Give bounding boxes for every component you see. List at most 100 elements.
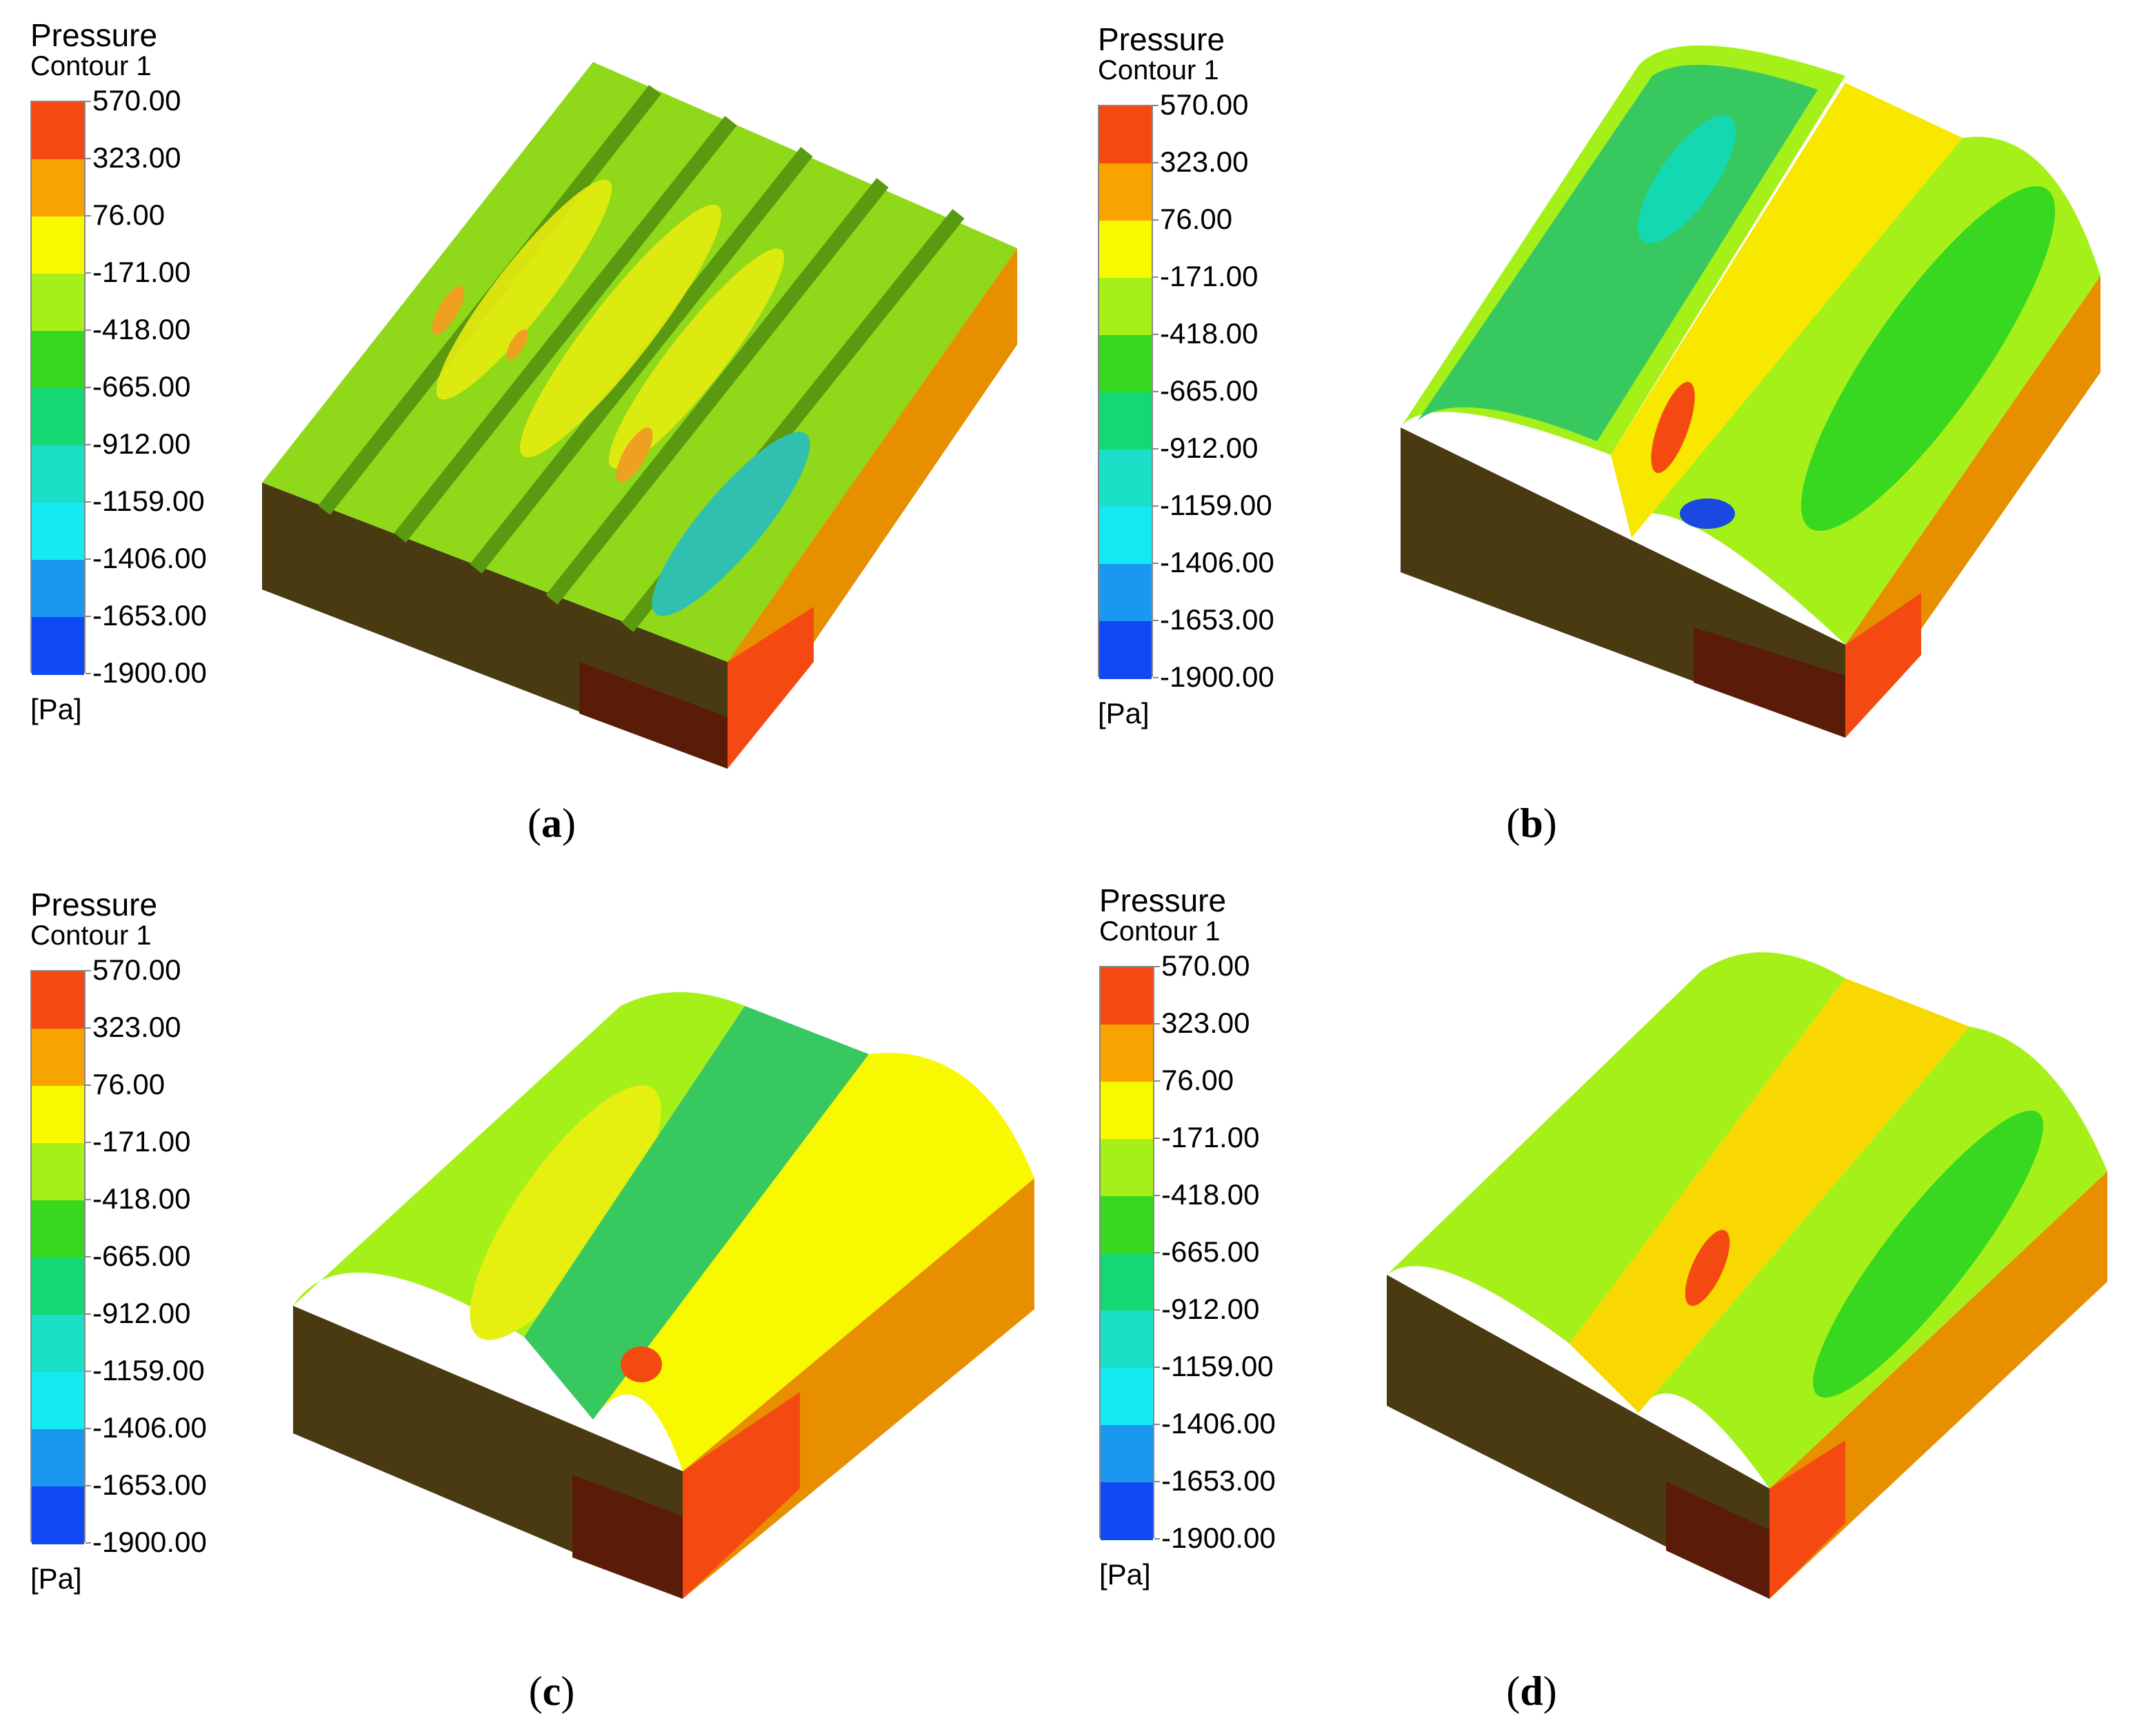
- legend-color-segment: [32, 1429, 84, 1487]
- model-d-front-dark: [1666, 1482, 1769, 1599]
- legend-tick-label: -1653.00: [92, 599, 207, 632]
- legend-tick-mark: [1153, 219, 1159, 221]
- legend-tick-label: -1159.00: [1160, 489, 1272, 521]
- caption-b: (b): [1506, 800, 1557, 846]
- legend-tick-mark: [1153, 677, 1159, 678]
- legend-c: Pressure Contour 1 570.00 323.00 76.00 -171…: [30, 889, 306, 1593]
- legend-tick-mark: [86, 387, 91, 388]
- legend-tick-label: -1900.00: [92, 656, 207, 689]
- legend-tick-mark: [1154, 1023, 1160, 1025]
- legend-subtitle: Contour 1: [30, 920, 152, 951]
- legend-tick-label: -1653.00: [1160, 603, 1274, 636]
- legend-unit: [Pa]: [1098, 697, 1150, 729]
- legend-color-segment: [1101, 1425, 1153, 1483]
- legend-tick-label: -418.00: [1161, 1178, 1260, 1211]
- model-d-right-hot: [1769, 1440, 1845, 1599]
- legend-tick-label: -171.00: [1160, 260, 1258, 292]
- model-b: [1401, 45, 2100, 738]
- legend-tick-label: -665.00: [1161, 1235, 1260, 1268]
- model-c-valley-hot: [621, 1346, 662, 1382]
- legend-tick-label: -171.00: [92, 1125, 191, 1158]
- legend-color-segment: [32, 971, 84, 1029]
- legend-tick-mark: [86, 1199, 91, 1200]
- model-c-right-hot: [683, 1392, 800, 1599]
- model-c-valley: [524, 1006, 869, 1420]
- legend-tick-label: -1900.00: [1161, 1522, 1276, 1554]
- model-d-left-cylinder: [1387, 952, 1845, 1344]
- legend-unit: [Pa]: [30, 1562, 82, 1595]
- legend-tick-mark: [1153, 105, 1159, 106]
- legend-color-segment: [1099, 450, 1152, 507]
- legend-tick-label: 570.00: [92, 84, 181, 117]
- legend-tick-label: 323.00: [92, 141, 181, 174]
- legend-tick-label: -912.00: [92, 1297, 191, 1329]
- legend-tick-label: -912.00: [92, 427, 191, 460]
- model-c-right-cylinder: [593, 1053, 1034, 1471]
- legend-tick-label: 76.00: [1160, 203, 1233, 235]
- legend-title: Pressure: [1099, 882, 1227, 918]
- legend-tick-label: -1406.00: [1160, 546, 1274, 578]
- legend-color-bar: [1099, 966, 1154, 1540]
- legend-tick-mark: [86, 101, 91, 102]
- legend-color-segment: [1099, 335, 1152, 393]
- legend-color-bar: [30, 101, 86, 675]
- legend-color-segment: [1101, 1082, 1153, 1140]
- legend-tick-mark: [1153, 505, 1159, 507]
- legend-color-segment: [32, 617, 84, 675]
- legend-tick-label: 76.00: [92, 1068, 166, 1100]
- legend-subtitle: Contour 1: [1098, 55, 1219, 85]
- legend-tick-mark: [86, 272, 91, 274]
- legend-tick-label: -171.00: [92, 256, 191, 288]
- legend-tick-mark: [86, 1027, 91, 1029]
- legend-color-segment: [1101, 1482, 1153, 1540]
- legend-tick-label: -418.00: [1160, 317, 1258, 350]
- legend-color-segment: [32, 102, 84, 160]
- legend-color-segment: [1099, 507, 1152, 565]
- legend-color-segment: [1101, 1311, 1153, 1369]
- legend-color-segment: [1101, 1253, 1153, 1311]
- legend-tick-label: -418.00: [92, 313, 191, 345]
- legend-tick-mark: [1154, 1481, 1160, 1482]
- legend-tick-mark: [1154, 1538, 1160, 1540]
- model-a: [262, 62, 1017, 769]
- model-b-front-dark: [1694, 627, 1845, 738]
- model-b-right-hot: [1845, 593, 1921, 738]
- panel-c: Pressure Contour 1 570.00 323.00 76.00 -171…: [0, 868, 1073, 1736]
- legend-color-bar: [1098, 105, 1153, 679]
- legend-color-segment: [32, 1315, 84, 1373]
- legend-tick-mark: [86, 970, 91, 971]
- legend-b: Pressure Contour 1 570.00 323.00 76.00 -171…: [1098, 23, 1374, 728]
- legend-tick-mark: [1154, 966, 1160, 967]
- model-d-right-face: [1769, 1171, 2107, 1599]
- legend-tick-label: 570.00: [1161, 949, 1250, 982]
- legend-tick-mark: [86, 158, 91, 159]
- legend-tick-label: -418.00: [92, 1182, 191, 1215]
- legend-color-segment: [1101, 1025, 1153, 1082]
- legend-tick-mark: [86, 1371, 91, 1372]
- legend-tick-label: 76.00: [92, 199, 166, 231]
- legend-color-segment: [32, 1372, 84, 1430]
- caption-c: (c): [528, 1668, 575, 1714]
- legend-title: Pressure: [30, 17, 158, 53]
- legend-tick-mark: [1154, 1424, 1160, 1425]
- legend-tick-label: -1159.00: [92, 485, 205, 517]
- model-c-front-dark: [572, 1475, 683, 1599]
- legend-tick-mark: [86, 1428, 91, 1429]
- legend-color-segment: [1099, 621, 1152, 679]
- model-b-valley: [1611, 83, 1963, 538]
- model-a-orange-spots: [432, 285, 653, 483]
- legend-tick-mark: [86, 1313, 91, 1315]
- legend-tick-label: 570.00: [92, 953, 181, 986]
- legend-tick-mark: [86, 215, 91, 216]
- legend-tick-label: -912.00: [1161, 1293, 1260, 1325]
- legend-tick-label: -1900.00: [92, 1526, 207, 1558]
- legend-color-segment: [1099, 392, 1152, 450]
- legend-tick-mark: [1154, 1309, 1160, 1311]
- legend-subtitle: Contour 1: [30, 51, 152, 81]
- legend-color-segment: [32, 388, 84, 446]
- caption-a: (a): [528, 800, 576, 846]
- legend-color-segment: [1099, 564, 1152, 622]
- legend-tick-label: -1653.00: [1161, 1464, 1276, 1497]
- legend-tick-label: 570.00: [1160, 88, 1249, 121]
- legend-tick-label: 323.00: [1161, 1007, 1250, 1039]
